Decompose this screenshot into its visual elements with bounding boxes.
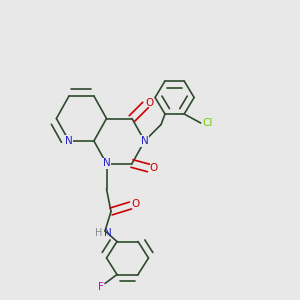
Text: Cl: Cl: [202, 118, 212, 128]
Text: N: N: [65, 136, 73, 146]
Text: O: O: [131, 199, 139, 209]
Text: O: O: [145, 98, 153, 109]
Text: H: H: [95, 228, 102, 239]
Text: N: N: [141, 136, 148, 146]
Text: N: N: [103, 158, 110, 169]
Text: F: F: [98, 281, 103, 292]
Text: O: O: [149, 163, 157, 173]
Text: N: N: [104, 228, 112, 239]
